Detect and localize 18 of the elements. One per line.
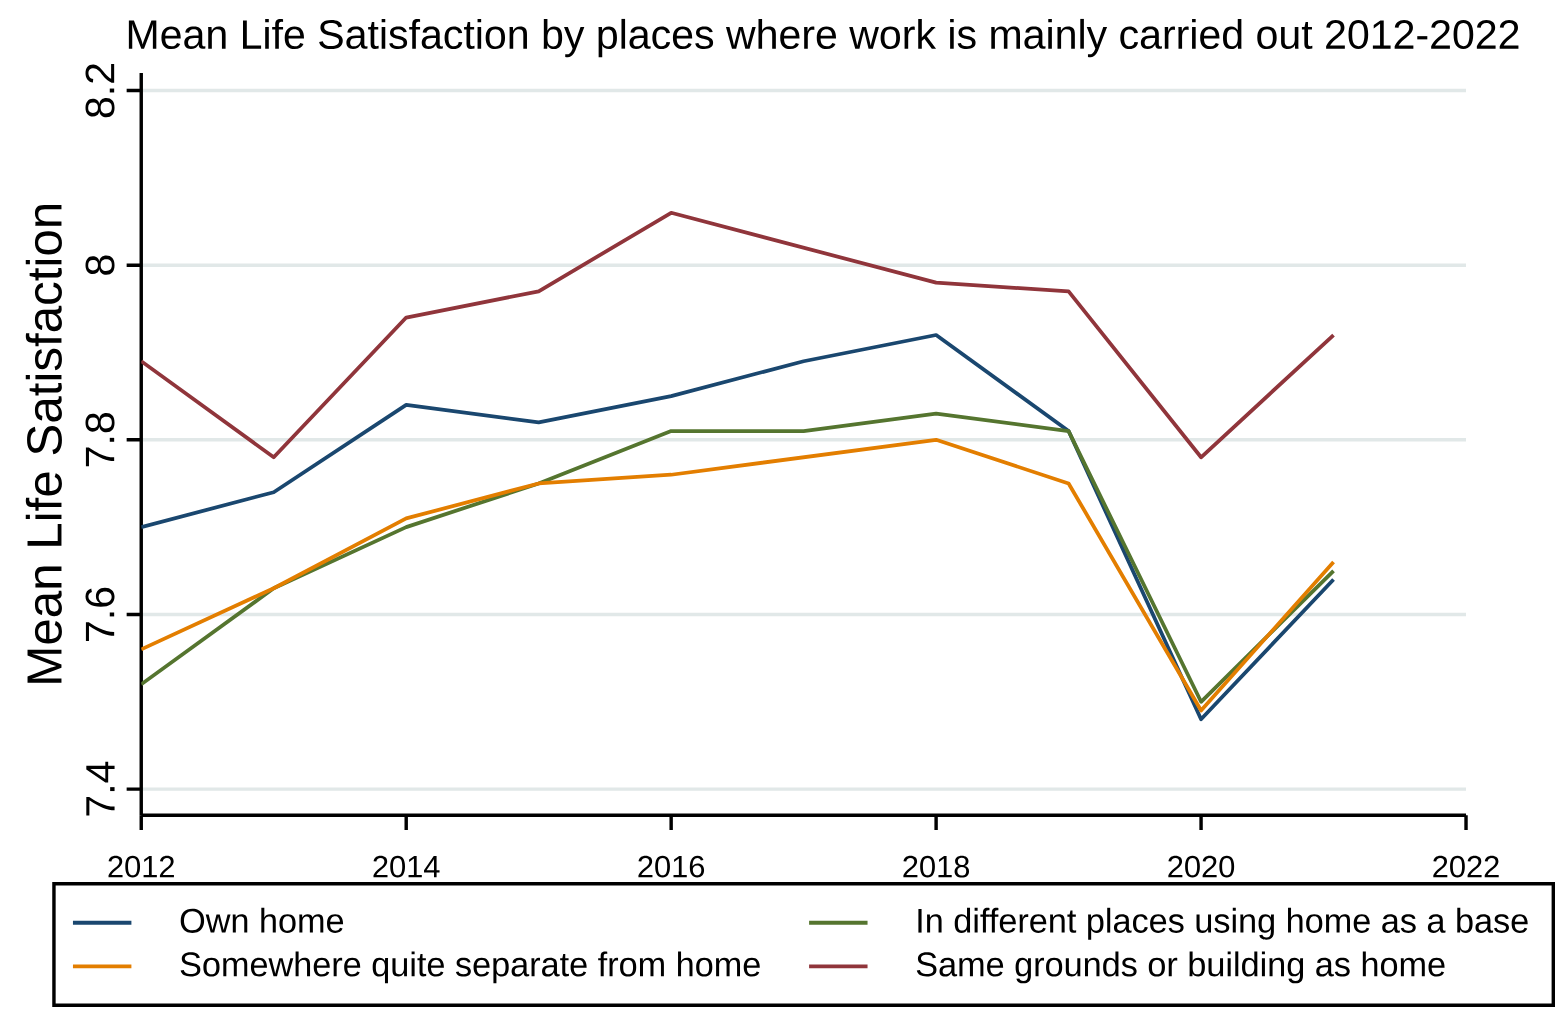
y-axis-title: Mean Life Satisfaction [25, 204, 62, 683]
y-tick-label: 7.8 [85, 413, 115, 467]
chart-title: Mean Life Satisfaction by places where work is mainly carried out 2012-2022 [128, 18, 1519, 58]
x-tick-label: 2022 [1433, 855, 1499, 878]
x-tick-label: 2014 [373, 855, 440, 878]
legend-label: In different places using home as a base [918, 907, 1528, 940]
x-tick-label: 2020 [1168, 855, 1235, 878]
legend-label: Somewhere quite separate from home [180, 951, 760, 984]
x-tick-label: 2018 [903, 855, 970, 878]
legend-label: Own home [180, 907, 344, 933]
y-tick-label: 8.2 [85, 63, 115, 118]
line-series [141, 333, 1336, 722]
legend-label: Same grounds or building as home [916, 951, 1445, 984]
y-tick-label: 8 [85, 255, 115, 275]
y-tick-label: 7.6 [85, 587, 115, 641]
y-tick-label: 7.4 [86, 761, 115, 816]
x-tick-label: 2012 [108, 855, 174, 878]
x-tick-label: 2016 [638, 855, 705, 878]
